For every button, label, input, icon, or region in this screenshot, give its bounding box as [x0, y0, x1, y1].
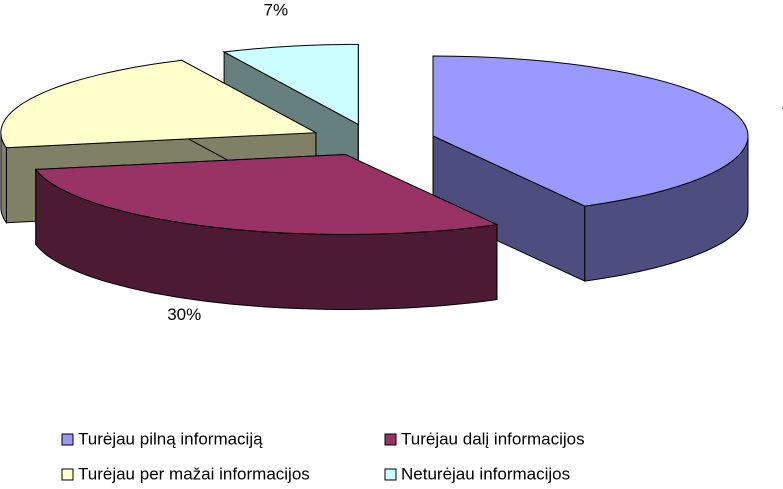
legend-swatch — [61, 468, 74, 481]
legend-swatch — [61, 433, 74, 446]
legend-swatch — [384, 468, 397, 481]
legend-label: Neturėjau informacijos — [401, 464, 570, 483]
legend-label: Turėjau dalį informacijos — [401, 429, 585, 448]
legend-label: Turėjau pilną informaciją — [78, 429, 263, 448]
slice — [0, 59, 318, 149]
slice — [34, 153, 499, 235]
data-label: 7% — [264, 1, 289, 20]
slice — [432, 55, 749, 207]
legend-swatch — [384, 433, 397, 446]
legend-label: Turėjau per mažai informacijos — [78, 464, 310, 483]
data-label: 30% — [167, 305, 201, 324]
slice — [222, 43, 359, 126]
